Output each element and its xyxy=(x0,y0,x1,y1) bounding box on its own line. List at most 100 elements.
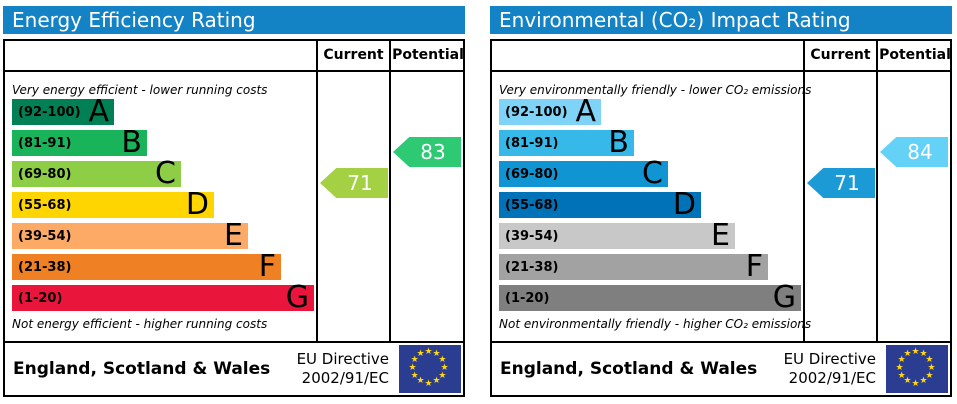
band-range: (1-20) xyxy=(505,290,550,306)
eu-star-icon: ★ xyxy=(895,362,904,373)
eu-star-icon: ★ xyxy=(927,362,936,373)
top-caption: Very energy efficient - lower running co… xyxy=(12,83,268,97)
band-range: (21-38) xyxy=(18,259,72,275)
eu-star-icon: ★ xyxy=(911,378,920,389)
eu-star-icon: ★ xyxy=(903,376,912,387)
band-range: (81-91) xyxy=(505,135,559,151)
band-letter: D xyxy=(185,187,209,222)
band-f: (21-38) F xyxy=(12,249,281,284)
band-a: (92-100) A xyxy=(499,94,601,129)
band-range: (81-91) xyxy=(18,135,72,151)
band-letter: B xyxy=(121,125,142,160)
eu-star-icon: ★ xyxy=(424,378,433,389)
current-column-header: Current xyxy=(323,47,384,63)
eu-star-icon: ★ xyxy=(410,354,419,365)
energy-efficiency-panel: Energy Efficiency Rating Current Potenti… xyxy=(3,6,465,397)
band-range: (55-68) xyxy=(505,197,559,213)
column-divider xyxy=(316,41,318,341)
eu-star-icon: ★ xyxy=(424,346,433,357)
column-divider xyxy=(389,41,391,341)
eu-directive-label: EU Directive 2002/91/EC xyxy=(297,343,389,395)
band-e: (39-54) E xyxy=(499,218,735,253)
band-range: (39-54) xyxy=(505,228,559,244)
band-e: (39-54) E xyxy=(12,221,248,251)
band-letter: F xyxy=(745,249,763,284)
eu-star-icon: ★ xyxy=(925,370,934,381)
eu-flag-icon: ★ ★ ★ ★ ★ ★ ★ ★ ★ ★ ★ ★ xyxy=(886,345,948,393)
eu-star-icon: ★ xyxy=(438,354,447,365)
eu-directive-line2: 2002/91/EC xyxy=(301,369,389,387)
eu-star-icon: ★ xyxy=(432,348,441,359)
potential-rating-arrow: 83 xyxy=(393,137,461,167)
band-g: (1-20) G xyxy=(12,280,314,315)
top-caption: Very environmentally friendly - lower CO… xyxy=(499,83,812,97)
eu-flag-icon: ★ ★ ★ ★ ★ ★ ★ ★ ★ ★ ★ ★ xyxy=(399,345,461,393)
band-b: (81-91) B xyxy=(12,125,147,160)
current-rating-arrow: 71 xyxy=(807,168,875,198)
band-range: (1-20) xyxy=(18,290,63,306)
band-letter: B xyxy=(608,125,629,160)
eu-star-icon: ★ xyxy=(903,348,912,359)
potential-column-header: Potential xyxy=(392,47,464,63)
energy-rating-table: Current Potential Very energy efficient … xyxy=(3,39,465,343)
band-range: (92-100) xyxy=(18,104,81,120)
band-letter: G xyxy=(285,280,309,315)
potential-column-header: Potential xyxy=(879,47,951,63)
bottom-caption: Not energy efficient - higher running co… xyxy=(12,317,268,331)
panel-footer: England, Scotland & Wales EU Directive 2… xyxy=(3,341,465,397)
eu-star-icon: ★ xyxy=(438,370,447,381)
eu-star-icon: ★ xyxy=(919,376,928,387)
bottom-caption: Not environmentally friendly - higher CO… xyxy=(499,317,812,331)
band-c: (69-80) C xyxy=(499,156,668,191)
column-divider xyxy=(803,41,805,341)
band-letter: F xyxy=(258,249,276,284)
current-column-header: Current xyxy=(810,47,871,63)
eu-directive-line1: EU Directive xyxy=(783,350,876,369)
eu-star-icon: ★ xyxy=(925,354,934,365)
band-d: (55-68) D xyxy=(499,187,701,222)
table-header-row xyxy=(5,41,463,72)
band-letter: G xyxy=(772,280,796,315)
band-range: (21-38) xyxy=(505,259,559,275)
band-d: (55-68) D xyxy=(12,187,214,222)
eu-directive-line1: EU Directive xyxy=(296,350,389,369)
eu-star-icon: ★ xyxy=(410,370,419,381)
eu-directive-label: EU Directive 2002/91/EC xyxy=(784,343,876,395)
eu-star-icon: ★ xyxy=(911,346,920,357)
environmental-impact-panel: Environmental (CO₂) Impact Rating Curren… xyxy=(490,6,952,397)
current-rating-arrow: 71 xyxy=(320,168,388,198)
column-divider xyxy=(876,41,878,341)
band-range: (92-100) xyxy=(505,104,568,120)
band-letter: E xyxy=(711,218,730,253)
panel-title: Environmental (CO₂) Impact Rating xyxy=(490,6,952,34)
band-b: (81-91) B xyxy=(499,125,634,160)
band-c: (69-80) C xyxy=(12,156,181,191)
eu-star-icon: ★ xyxy=(408,362,417,373)
band-range: (55-68) xyxy=(18,197,72,213)
table-header-row xyxy=(492,41,950,72)
eu-star-icon: ★ xyxy=(432,376,441,387)
band-a: (92-100) A xyxy=(12,94,114,129)
band-letter: C xyxy=(155,156,176,191)
region-label: England, Scotland & Wales xyxy=(13,359,271,379)
band-letter: A xyxy=(575,94,596,129)
eu-star-icon: ★ xyxy=(897,370,906,381)
eu-star-icon: ★ xyxy=(416,376,425,387)
band-g: (1-20) G xyxy=(499,280,801,315)
band-range: (69-80) xyxy=(18,166,72,182)
band-letter: D xyxy=(672,187,696,222)
band-f: (21-38) F xyxy=(499,249,768,284)
band-range: (69-80) xyxy=(505,166,559,182)
eu-star-icon: ★ xyxy=(919,348,928,359)
region-label: England, Scotland & Wales xyxy=(500,359,758,379)
eu-star-icon: ★ xyxy=(416,348,425,359)
panel-footer: England, Scotland & Wales EU Directive 2… xyxy=(490,341,952,397)
co2-rating-table: Current Potential Very environmentally f… xyxy=(490,39,952,343)
eu-star-icon: ★ xyxy=(440,362,449,373)
eu-star-icon: ★ xyxy=(897,354,906,365)
potential-rating-arrow: 84 xyxy=(880,137,948,167)
band-letter: A xyxy=(88,94,109,129)
panel-title: Energy Efficiency Rating xyxy=(3,6,465,34)
band-letter: C xyxy=(642,156,663,191)
band-range: (39-54) xyxy=(18,228,72,244)
